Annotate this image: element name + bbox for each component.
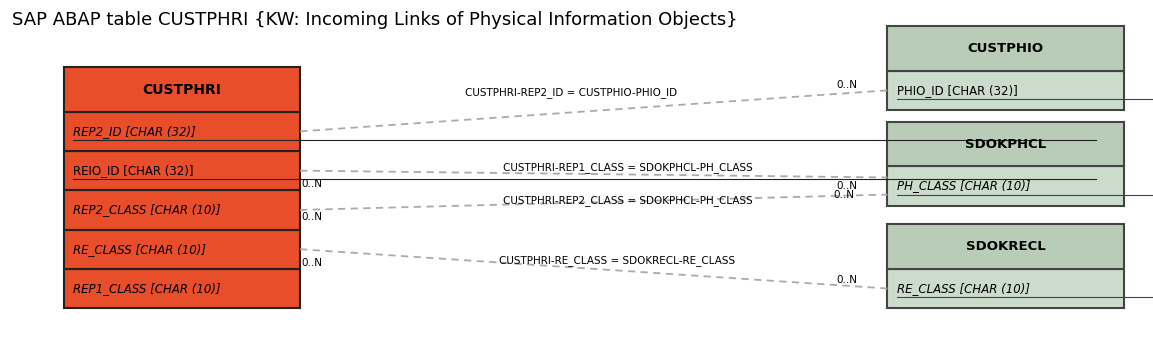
Text: RE_CLASS [CHAR (10)]: RE_CLASS [CHAR (10)] [897, 282, 1030, 295]
Text: 0..N: 0..N [837, 181, 858, 191]
Text: 0..N: 0..N [837, 275, 858, 285]
Text: SDOKPHCL: SDOKPHCL [965, 138, 1046, 151]
Text: CUSTPHRI-REP2_ID = CUSTPHIO-PHIO_ID: CUSTPHRI-REP2_ID = CUSTPHIO-PHIO_ID [465, 87, 677, 97]
Text: RE_CLASS [CHAR (10)]: RE_CLASS [CHAR (10)] [74, 243, 206, 256]
Text: SDOKRECL: SDOKRECL [965, 240, 1046, 253]
Text: PHIO_ID [CHAR (32)]: PHIO_ID [CHAR (32)] [897, 84, 1017, 97]
FancyBboxPatch shape [65, 229, 300, 269]
FancyBboxPatch shape [888, 166, 1123, 206]
Text: PH_CLASS [CHAR (10)]: PH_CLASS [CHAR (10)] [897, 179, 1030, 192]
Text: CUSTPHRI-RE_CLASS = SDOKRECL-RE_CLASS: CUSTPHRI-RE_CLASS = SDOKRECL-RE_CLASS [499, 255, 734, 266]
Text: REIO_ID [CHAR (32)]: REIO_ID [CHAR (32)] [74, 164, 194, 177]
Text: RE_CLASS [CHAR (10)]: RE_CLASS [CHAR (10)] [897, 282, 1030, 295]
FancyBboxPatch shape [888, 269, 1123, 308]
Text: 0..N: 0..N [301, 179, 322, 189]
Text: REP2_CLASS [CHAR (10)]: REP2_CLASS [CHAR (10)] [74, 203, 221, 216]
Text: REP1_CLASS [CHAR (10)]: REP1_CLASS [CHAR (10)] [74, 282, 221, 295]
FancyBboxPatch shape [888, 122, 1123, 166]
Text: SAP ABAP table CUSTPHRI {KW: Incoming Links of Physical Information Objects}: SAP ABAP table CUSTPHRI {KW: Incoming Li… [13, 11, 738, 29]
FancyBboxPatch shape [65, 67, 300, 112]
FancyBboxPatch shape [65, 190, 300, 229]
FancyBboxPatch shape [888, 224, 1123, 269]
Text: CUSTPHRI: CUSTPHRI [143, 83, 221, 96]
FancyBboxPatch shape [65, 112, 300, 151]
Text: 0..N: 0..N [301, 212, 322, 222]
Text: CUSTPHRI-REP2_CLASS = SDOKPHCL-PH_CLASS: CUSTPHRI-REP2_CLASS = SDOKPHCL-PH_CLASS [504, 195, 753, 206]
FancyBboxPatch shape [65, 151, 300, 190]
Text: REIO_ID [CHAR (32)]: REIO_ID [CHAR (32)] [74, 164, 194, 177]
Text: CUSTPHRI-REP1_CLASS = SDOKPHCL-PH_CLASS: CUSTPHRI-REP1_CLASS = SDOKPHCL-PH_CLASS [504, 162, 753, 173]
Text: 0..N: 0..N [301, 258, 322, 268]
Text: 0..N: 0..N [837, 80, 858, 90]
FancyBboxPatch shape [888, 71, 1123, 110]
Text: 0..N: 0..N [834, 190, 854, 200]
FancyBboxPatch shape [888, 26, 1123, 71]
Text: CUSTPHIO: CUSTPHIO [967, 42, 1043, 55]
Text: REP2_ID [CHAR (32)]: REP2_ID [CHAR (32)] [74, 125, 196, 138]
FancyBboxPatch shape [65, 269, 300, 308]
Text: PH_CLASS [CHAR (10)]: PH_CLASS [CHAR (10)] [897, 179, 1030, 192]
Text: REP2_ID [CHAR (32)]: REP2_ID [CHAR (32)] [74, 125, 196, 138]
Text: PHIO_ID [CHAR (32)]: PHIO_ID [CHAR (32)] [897, 84, 1017, 97]
